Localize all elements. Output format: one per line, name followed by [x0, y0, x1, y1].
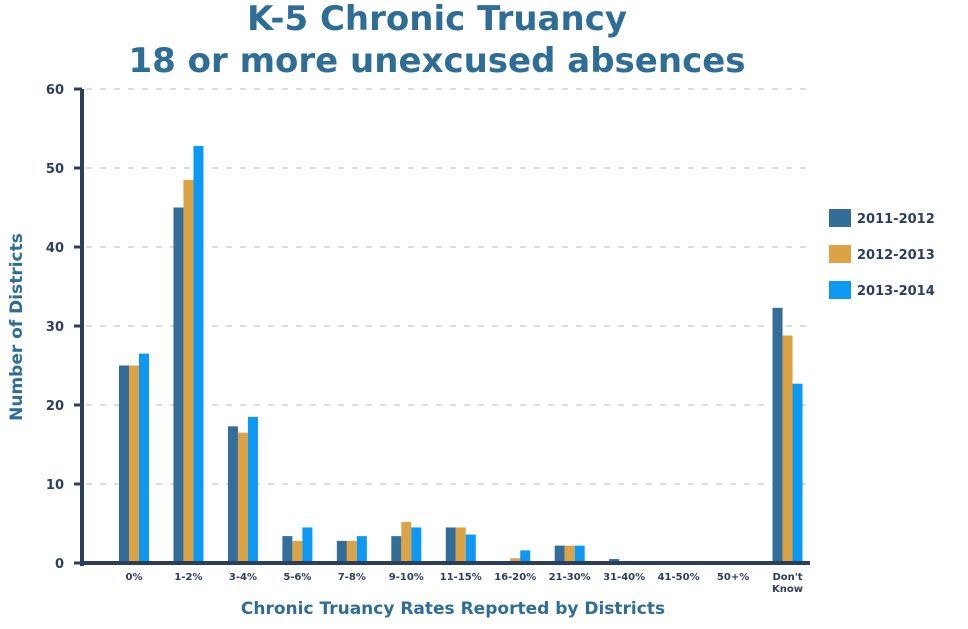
bar-2013-2014-9-10%	[411, 527, 422, 563]
x-tick-label: 16-20%	[494, 572, 536, 583]
bar-2013-2014-3-4%	[247, 416, 258, 563]
bar-2012-2013-1-2%	[183, 179, 194, 563]
bar-2013-2014-21-30%	[574, 545, 585, 563]
bar-2011-2012-11-15%	[445, 527, 456, 563]
legend-swatch	[829, 209, 851, 227]
bar-2011-2012-1-2%	[173, 207, 184, 563]
x-tick-label: 1-2%	[174, 572, 202, 583]
bar-2011-2012-21-30%	[554, 545, 565, 563]
bar-2013-2014-16-20%	[520, 550, 531, 563]
chart-title-line-1: K-5 Chronic Truancy	[247, 0, 627, 39]
x-tick-labels: 0% 1-2% 3-4% 5-6% 7-8% 9-10% 11-15% 16-20% 21-30…	[126, 572, 804, 595]
x-tick-label: 31-40%	[603, 572, 645, 583]
bar-2011-2012-Don't Know	[772, 307, 783, 563]
legend-swatch	[829, 281, 851, 299]
chart-title-line-2: 18 or more unexcused absences	[128, 41, 745, 81]
y-axis-label: Number of Districts	[7, 233, 27, 421]
y-tick-label: 0	[55, 557, 64, 572]
bar-2012-2013-16-20%	[510, 558, 521, 563]
bar-2012-2013-0%	[129, 365, 139, 563]
bar-2013-2014-7-8%	[356, 536, 367, 563]
x-tick-label: 21-30%	[549, 572, 591, 583]
bar-2012-2013-7-8%	[346, 540, 357, 563]
x-tick-label: 5-6%	[283, 572, 311, 583]
x-tick-label: 50+%	[717, 572, 749, 583]
bar-2012-2013-3-4%	[237, 432, 248, 563]
bar-2011-2012-0%	[119, 365, 129, 563]
x-tick-label: 3-4%	[229, 572, 257, 583]
x-tick-label: 41-50%	[658, 572, 700, 583]
bar-2013-2014-11-15%	[465, 534, 476, 563]
x-tick-label: 0%	[126, 572, 143, 583]
y-tick-label: 40	[46, 241, 64, 256]
bar-2011-2012-9-10%	[391, 536, 402, 563]
y-tick-label: 50	[46, 162, 64, 177]
bar-2012-2013-11-15%	[455, 527, 466, 563]
x-tick-label: 7-8%	[338, 572, 366, 583]
legend-label: 2012-2013	[857, 248, 935, 263]
x-axis-label: Chronic Truancy Rates Reported by Distri…	[241, 599, 665, 619]
bar-2012-2013-5-6%	[292, 540, 303, 563]
x-tick-label: Don't Know	[772, 572, 803, 595]
bar-2012-2013-Don't Know	[782, 335, 793, 563]
bar-2011-2012-5-6%	[282, 536, 293, 563]
legend: 2011-2012 2012-2013 2013-2014	[829, 209, 935, 299]
legend-label: 2011-2012	[857, 212, 935, 227]
y-tick-label: 20	[46, 399, 64, 414]
legend-label: 2013-2014	[857, 284, 935, 299]
y-tick-label: 10	[46, 478, 64, 493]
y-tick-label: 30	[46, 320, 64, 335]
x-tick-label: 9-10%	[389, 572, 424, 583]
bar-2011-2012-3-4%	[227, 426, 238, 563]
bar-2013-2014-Don't Know	[792, 383, 803, 563]
y-tick-label: 60	[46, 83, 64, 98]
y-tick-labels: 0 10 20 30 40 50 60	[46, 83, 82, 572]
bar-2013-2014-5-6%	[302, 527, 313, 563]
bar-2013-2014-1-2%	[193, 145, 204, 563]
bar-2013-2014-0%	[139, 353, 149, 563]
gridlines	[86, 88, 810, 485]
legend-swatch	[829, 245, 851, 263]
bar-2011-2012-7-8%	[336, 540, 347, 563]
bar-2012-2013-9-10%	[401, 521, 412, 563]
bars	[119, 145, 803, 563]
x-tick-label: 11-15%	[440, 572, 482, 583]
bar-2012-2013-21-30%	[564, 545, 575, 563]
